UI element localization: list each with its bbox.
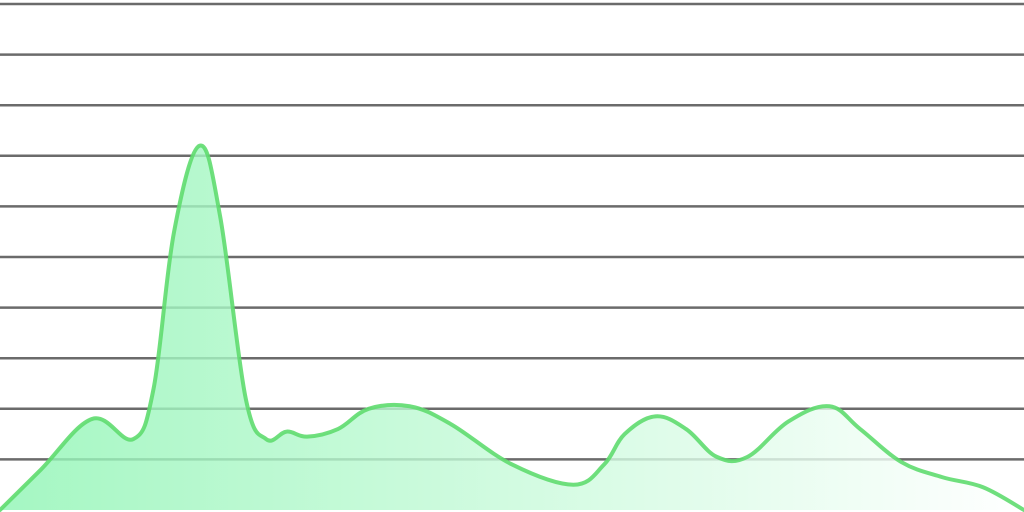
series-line-0 [0,143,1024,512]
series-layer [0,143,1024,512]
series-area-0 [0,145,1024,510]
